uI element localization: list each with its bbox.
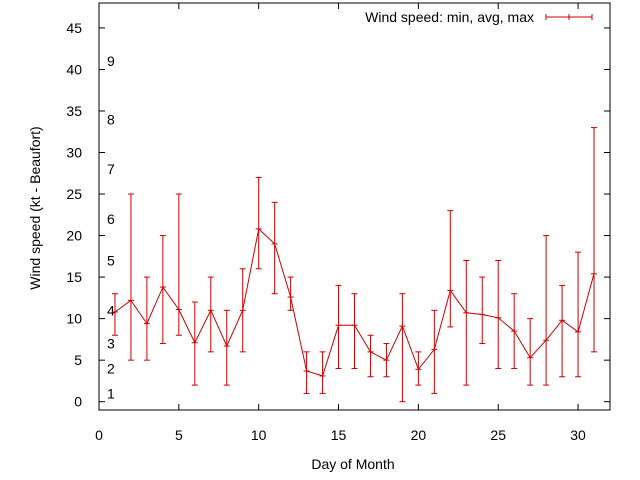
legend: Wind speed: min, avg, max: [365, 9, 593, 25]
y-axis-label: Wind speed (kt - Beaufort): [27, 126, 43, 289]
y-tick-label: 30: [66, 145, 82, 161]
y-tick-label: 45: [66, 20, 82, 36]
y-tick-label: 20: [66, 228, 82, 244]
beaufort-label: 3: [107, 336, 115, 352]
x-axis-label: Day of Month: [311, 456, 394, 472]
x-tick-label: 15: [331, 427, 347, 443]
y-tick-label: 35: [66, 103, 82, 119]
beaufort-label: 4: [107, 302, 115, 318]
y-tick-label: 0: [74, 394, 82, 410]
y-tick-label: 5: [74, 352, 82, 368]
beaufort-label: 5: [107, 252, 115, 268]
plot-frame: [98, 2, 611, 411]
x-tick-label: 5: [175, 427, 183, 443]
wind-series: [111, 127, 598, 403]
x-tick-label: 20: [411, 427, 427, 443]
y-tick-label: 25: [66, 186, 82, 202]
beaufort-label: 2: [107, 360, 115, 376]
x-tick-label: 10: [251, 427, 267, 443]
x-tick-label: 0: [95, 427, 103, 443]
beaufort-scale-labels: 1 2 3 4 5 6 7 8 9: [107, 53, 115, 401]
y-tick-label: 15: [66, 269, 82, 285]
y-tick-label: 40: [66, 61, 82, 77]
beaufort-label: 6: [107, 211, 115, 227]
x-tick-label: 25: [490, 427, 506, 443]
beaufort-label: 8: [107, 111, 115, 127]
legend-label: Wind speed: min, avg, max: [365, 9, 534, 25]
beaufort-label: 7: [107, 161, 115, 177]
beaufort-label: 9: [107, 53, 115, 69]
y-tick-label: 10: [66, 311, 82, 327]
x-tick-label: 30: [570, 427, 586, 443]
beaufort-label: 1: [107, 385, 115, 401]
